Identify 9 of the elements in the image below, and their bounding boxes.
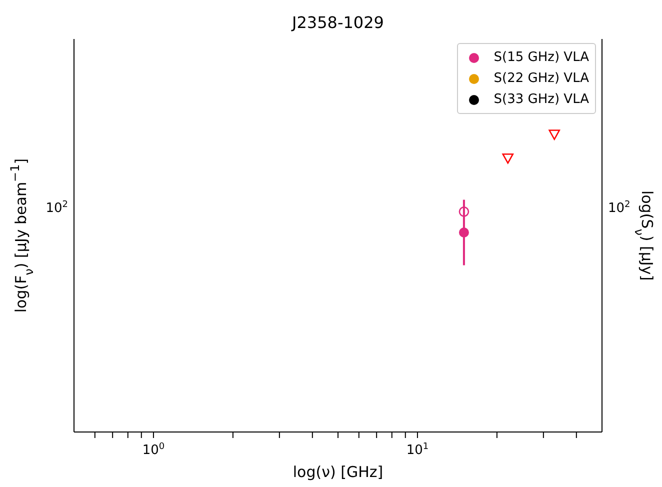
text: 10$^{2}$ xyxy=(46,200,68,216)
legend-label: S(22 GHz) VLA xyxy=(494,71,589,86)
x-tick-label: 10$^{0}$ xyxy=(142,442,165,458)
legend-label: S(33 GHz) VLA xyxy=(494,92,589,107)
legend-label: S(15 GHz) VLA xyxy=(494,50,589,65)
text: 10$^{2}$ xyxy=(608,200,630,216)
x-tick-label: 10$^{1}$ xyxy=(406,442,429,458)
chart-title: J2358-1029 xyxy=(291,13,384,32)
x-axis-title: log(ν) [GHz] xyxy=(292,463,384,481)
